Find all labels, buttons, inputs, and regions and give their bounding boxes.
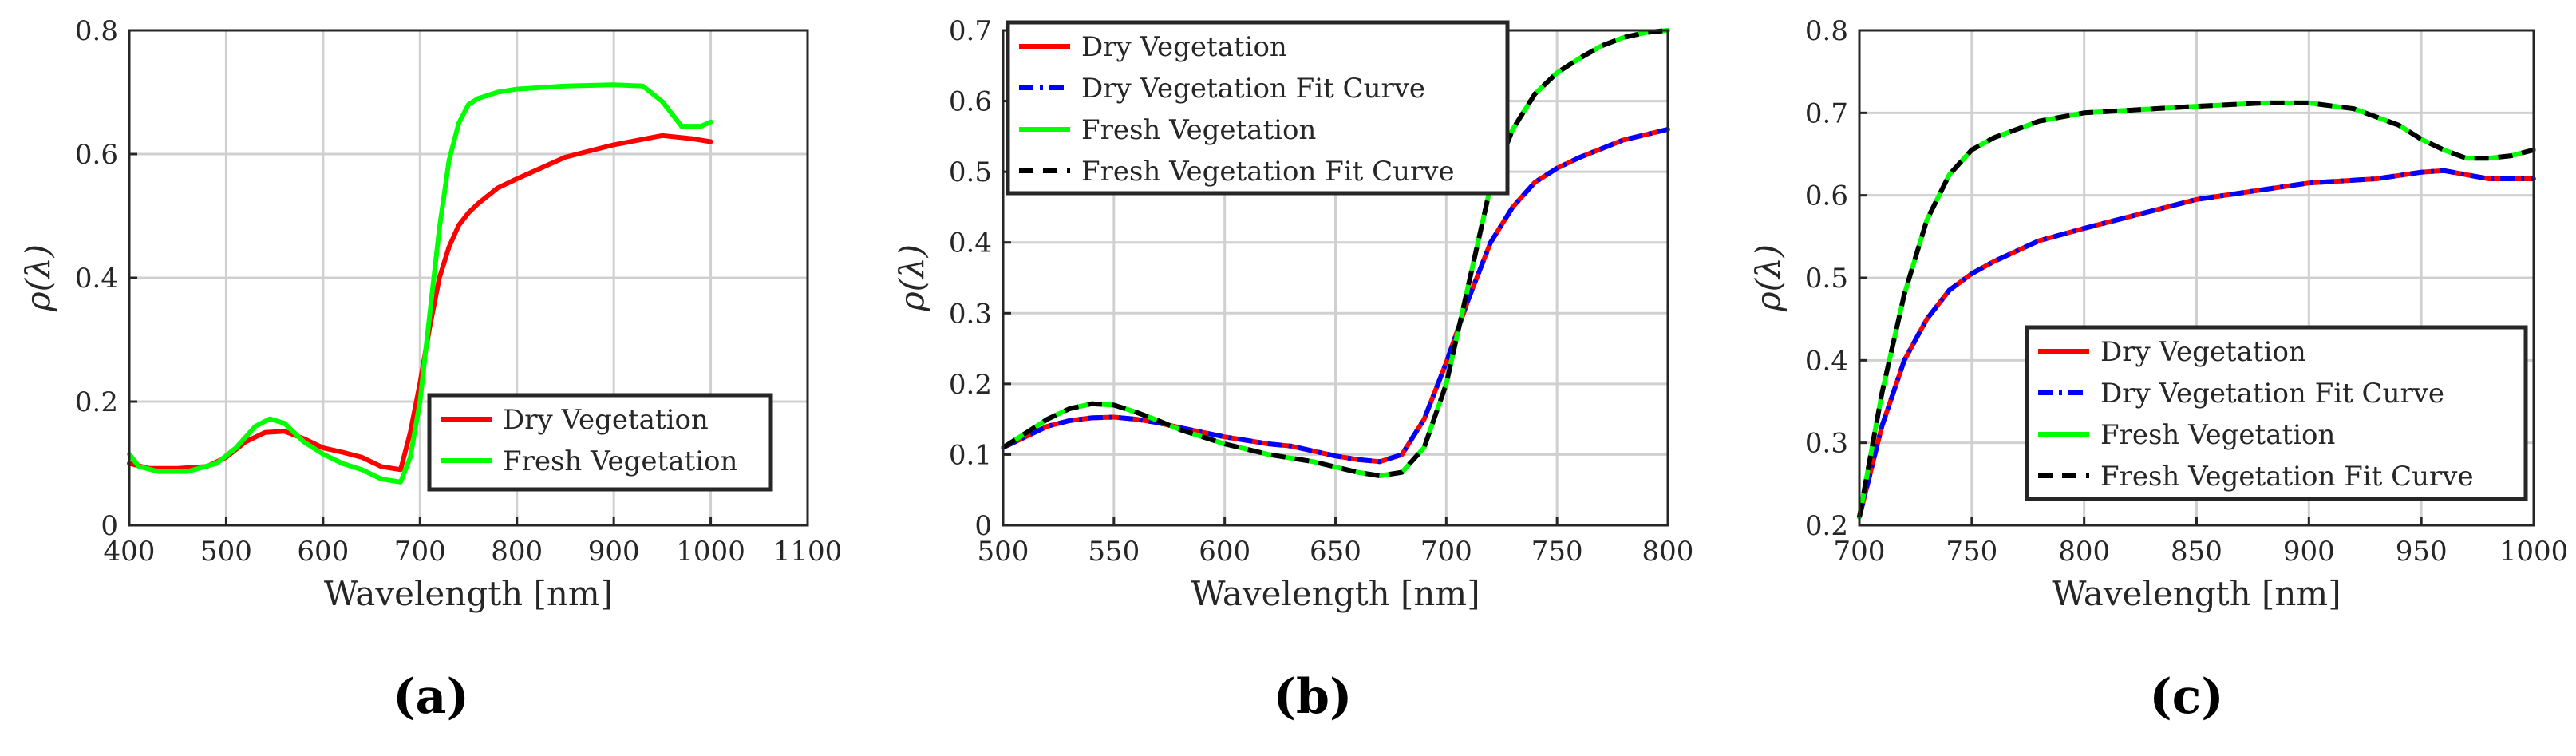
x-tick-label: 550 xyxy=(1088,536,1140,568)
legend-box xyxy=(2025,325,2528,501)
legend-entry-label: Dry Vegetation Fit Curve xyxy=(2100,378,2444,410)
y-tick-label: 0.7 xyxy=(1805,97,1848,129)
y-tick-label: 0.2 xyxy=(75,386,118,418)
x-tick-label: 900 xyxy=(588,536,640,568)
chart-panel-1: 400 500 600 700 800 900 1000 1100 0 0.2 0.4 0.6 0.8 W… xyxy=(18,15,842,725)
x-tick-label: 600 xyxy=(1199,536,1250,568)
y-tick-label: 0.3 xyxy=(1805,428,1848,460)
series-line-dry-fit xyxy=(1857,168,2534,518)
legend-entry-label: Dry Vegetation xyxy=(2100,336,2306,368)
x-tick-label: 750 xyxy=(1946,536,1997,568)
y-tick-label: 0.4 xyxy=(75,263,118,295)
x-tick-label: 1100 xyxy=(773,536,843,568)
legend: Dry Vegetation Dry Vegetation Fit Curve Fr… xyxy=(2025,325,2528,501)
panel-label: (c) xyxy=(2149,669,2223,725)
chart-panel-2: 500 550 600 650 700 750 800 0 0.1 0.2 0.3 0.4 0.5 0.6… xyxy=(892,15,1693,725)
y-tick-label: 0.2 xyxy=(949,369,992,401)
x-tick-label: 700 xyxy=(394,536,446,568)
legend-box xyxy=(427,393,773,492)
x-tick-label: 800 xyxy=(1642,536,1694,568)
legend-entry-label: Fresh Vegetation xyxy=(503,445,737,477)
series-line-fresh xyxy=(127,82,713,485)
legend-entry-label: Dry Vegetation Fit Curve xyxy=(1081,73,1425,105)
x-tick-label: 650 xyxy=(1310,536,1361,568)
y-tick-label: 0 xyxy=(974,510,992,542)
legend-entry-label: Dry Vegetation xyxy=(1081,31,1287,63)
y-tick-label: 0.6 xyxy=(1805,180,1848,212)
x-tick-label: 600 xyxy=(297,536,349,568)
y-tick-label: 0.4 xyxy=(1805,345,1848,377)
x-tick-label: 700 xyxy=(1834,536,1886,568)
x-tick-label: 900 xyxy=(2283,536,2335,568)
y-tick-label: 0.6 xyxy=(75,139,118,171)
legend-box xyxy=(1006,20,1510,196)
y-tick-label: 0 xyxy=(101,510,118,542)
series-line-fresh-fit xyxy=(1857,100,2535,518)
y-tick-label: 0.7 xyxy=(949,15,992,47)
y-tick-label: 0.6 xyxy=(949,86,992,118)
panel-label: (a) xyxy=(393,669,469,725)
legend-entry-label: Dry Vegetation xyxy=(503,404,709,436)
x-tick-label: 500 xyxy=(978,536,1029,568)
y-axis-label: ρ(λ) xyxy=(892,244,931,312)
x-tick-label: 700 xyxy=(1420,536,1472,568)
series-line-dry-fit xyxy=(1002,127,1669,465)
y-tick-label: 0.2 xyxy=(1805,510,1848,542)
y-tick-label: 0.8 xyxy=(1805,15,1848,47)
x-axis-label: Wavelength [nm] xyxy=(324,574,613,613)
legend-entry-label: Fresh Vegetation xyxy=(1081,114,1316,146)
x-tick-label: 750 xyxy=(1531,536,1583,568)
y-tick-label: 0.8 xyxy=(75,15,118,47)
x-tick-label: 800 xyxy=(2058,536,2110,568)
y-tick-label: 0.5 xyxy=(1805,263,1848,295)
x-tick-label: 950 xyxy=(2396,536,2448,568)
x-tick-label: 500 xyxy=(200,536,252,568)
x-tick-label: 1000 xyxy=(2499,536,2569,568)
x-tick-label: 1000 xyxy=(676,536,745,568)
legend-entry-label: Fresh Vegetation Fit Curve xyxy=(2100,461,2474,493)
y-tick-label: 0.3 xyxy=(949,298,992,330)
chart-panel-3: 700 750 800 850 900 950 1000 0.2 0.3 0.4 0.5 0.6 0.7… xyxy=(1748,15,2568,725)
x-tick-label: 800 xyxy=(491,536,543,568)
legend-entry-label: Fresh Vegetation Fit Curve xyxy=(1081,156,1455,188)
legend: Dry Vegetation Fresh Vegetation xyxy=(427,393,773,492)
panel-label: (b) xyxy=(1274,669,1353,725)
y-tick-label: 0.5 xyxy=(949,156,992,188)
y-axis-label: ρ(λ) xyxy=(1748,244,1788,312)
series-line-fresh-fit xyxy=(1002,28,1669,478)
x-axis-label: Wavelength [nm] xyxy=(1191,574,1480,613)
x-tick-label: 400 xyxy=(104,536,156,568)
x-axis-label: Wavelength [nm] xyxy=(2052,574,2341,613)
x-tick-label: 850 xyxy=(2171,536,2222,568)
y-tick-label: 0.4 xyxy=(949,228,992,259)
legend-entry-label: Fresh Vegetation xyxy=(2100,419,2335,451)
y-axis-label: ρ(λ) xyxy=(18,244,57,312)
y-tick-label: 0.1 xyxy=(949,439,992,471)
legend: Dry Vegetation Dry Vegetation Fit Curve Fr… xyxy=(1006,20,1510,196)
